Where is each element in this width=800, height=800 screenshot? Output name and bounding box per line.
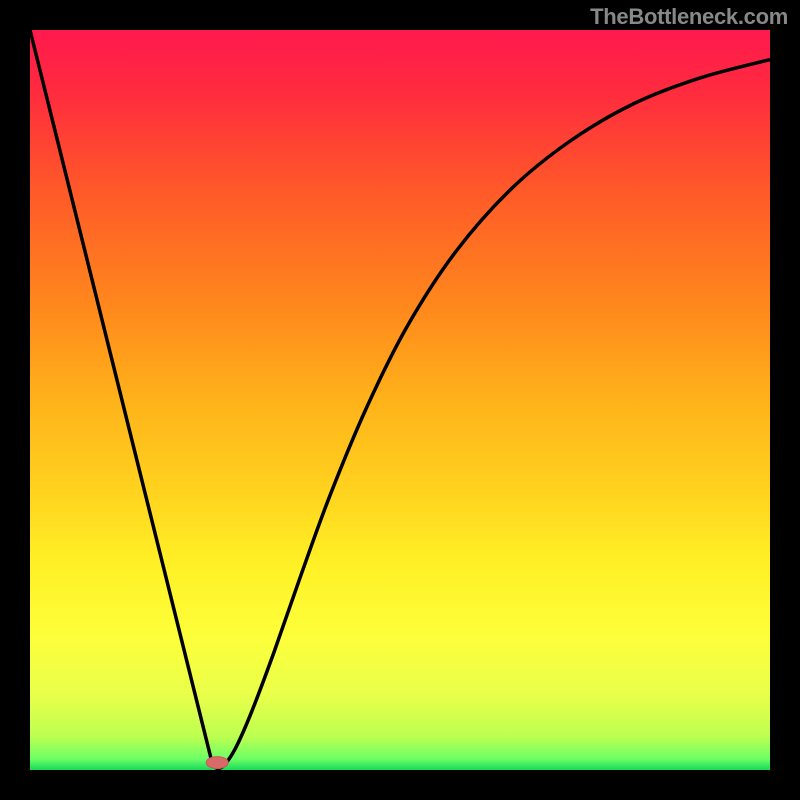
bottleneck-chart (0, 0, 800, 800)
chart-container: TheBottleneck.com (0, 0, 800, 800)
plot-background (30, 30, 770, 770)
watermark-text: TheBottleneck.com (590, 4, 788, 30)
optimal-point-marker (206, 757, 228, 769)
